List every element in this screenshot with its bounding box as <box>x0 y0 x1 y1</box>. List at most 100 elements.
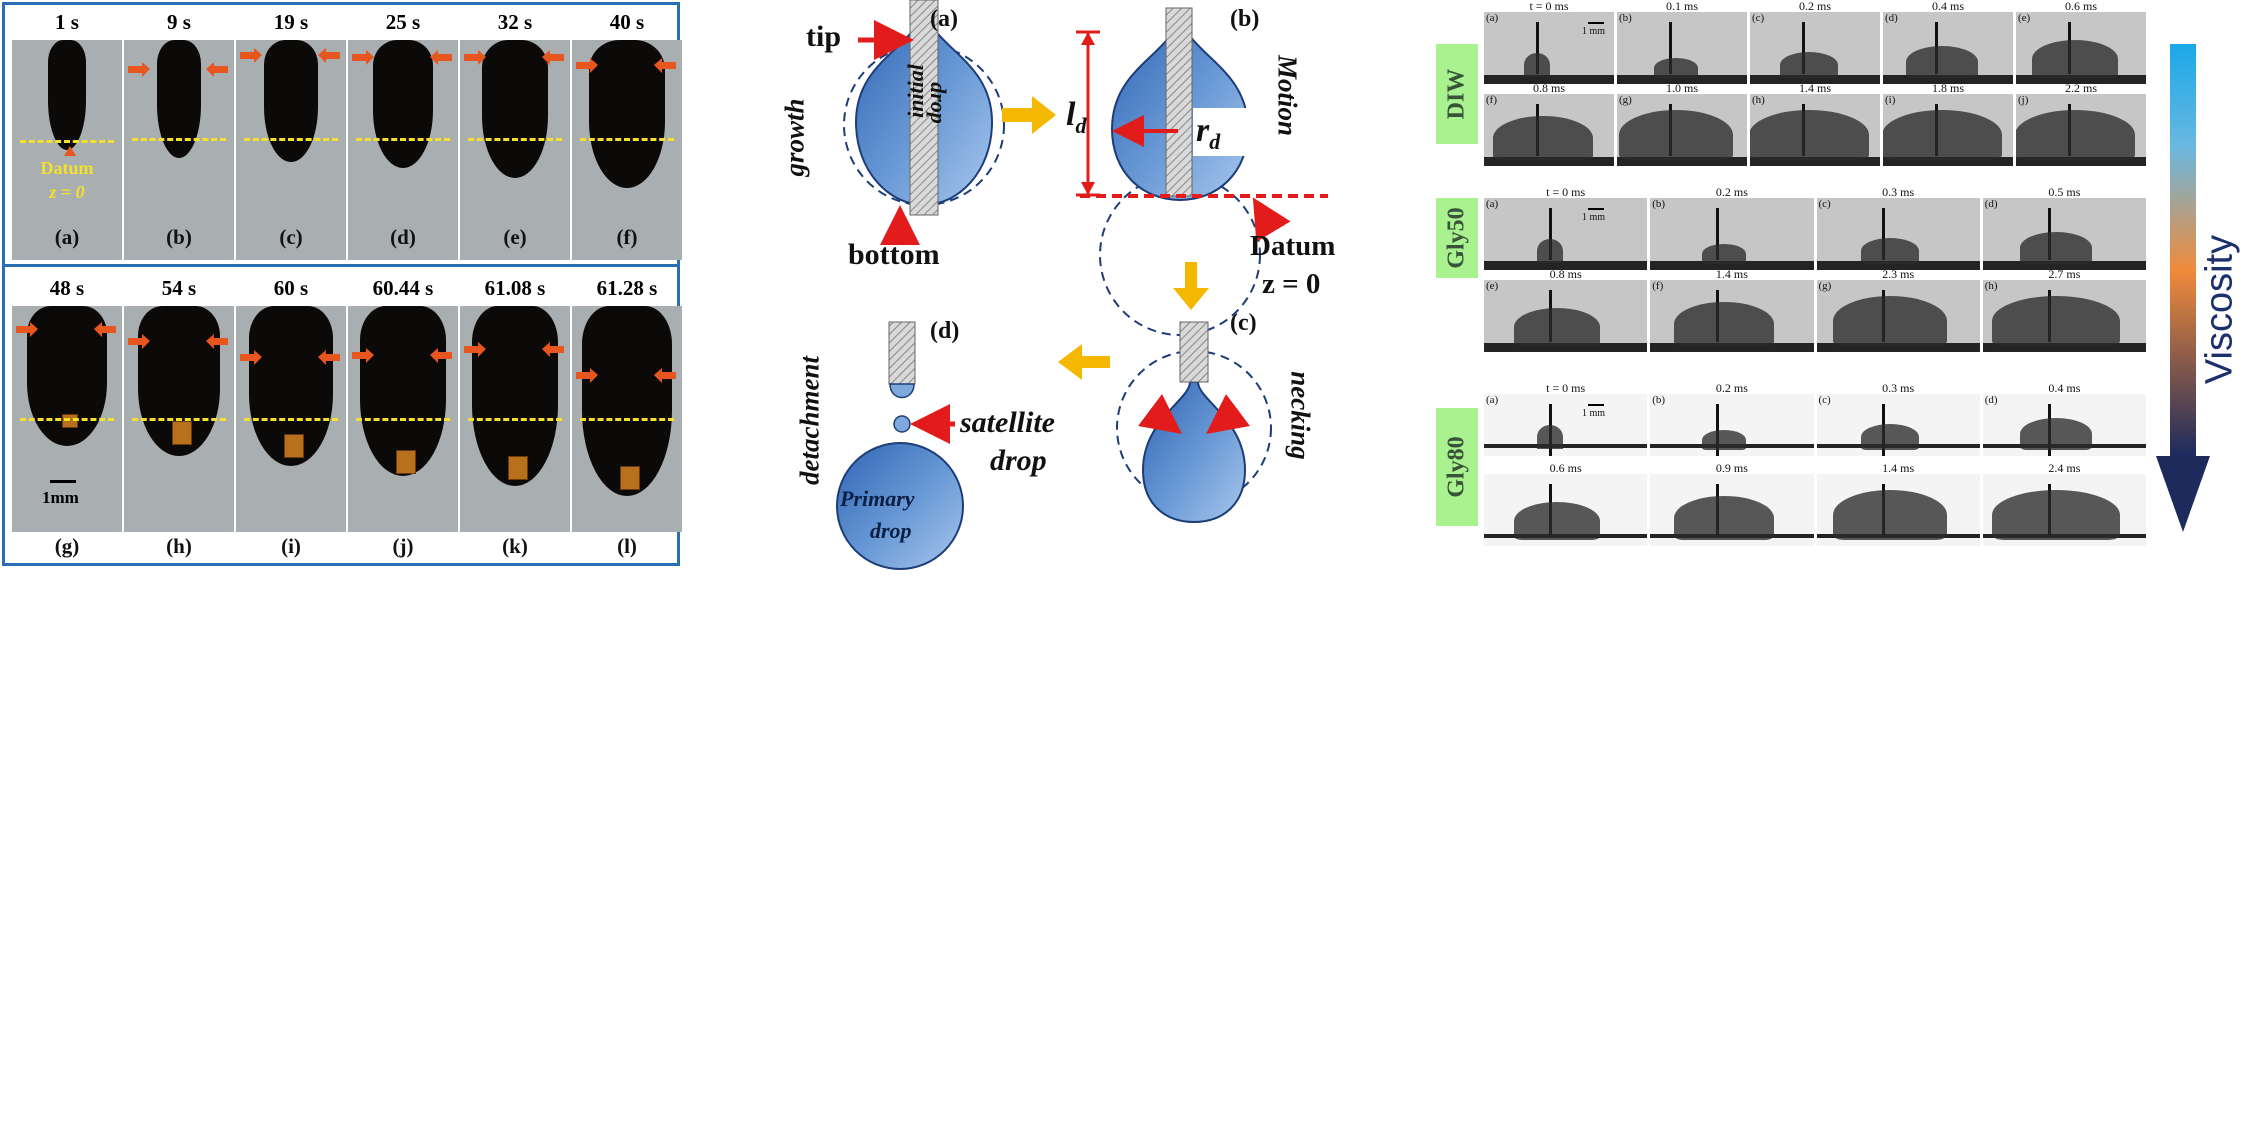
stage-a-growth <box>843 0 1005 245</box>
substrate <box>1484 444 1648 448</box>
viscosity-arrow <box>2156 44 2210 532</box>
scale-bar <box>1588 22 1604 24</box>
neck-marker-arrow <box>352 50 374 65</box>
frame-label: (j) <box>392 534 414 558</box>
frame-time: 19 s <box>273 10 309 34</box>
fluid-name: DIW <box>1443 68 1470 120</box>
necking-drop <box>1141 381 1247 524</box>
substrate <box>2016 75 2146 84</box>
neck-arrow-right <box>1206 394 1250 434</box>
splash-cloud <box>1618 110 1733 160</box>
panel-a-label: (a) <box>930 6 958 32</box>
drop-silhouette <box>360 306 446 476</box>
datum-z-text: z = 0 <box>49 182 85 202</box>
impact-frame: (b) <box>1650 198 1814 270</box>
satellite-drop-label: drop <box>990 444 1047 477</box>
frame-image <box>124 40 234 260</box>
neck-marker-arrow <box>576 368 598 383</box>
neck-marker-arrow <box>240 350 262 365</box>
impact-time: 0.3 ms <box>1882 185 1915 199</box>
stage-d-detachment <box>836 321 964 570</box>
impact-frame-label: (j) <box>2018 94 2029 106</box>
growth-label: growth <box>779 98 810 177</box>
datum-line <box>244 138 338 141</box>
particle-cube <box>396 450 416 474</box>
impact-time: 2.4 ms <box>2048 461 2081 475</box>
neck-marker-arrow <box>654 58 676 73</box>
frame-image: Datum z = 0 <box>12 40 122 260</box>
neck-marker-arrow <box>128 334 150 349</box>
impact-frame: (a) <box>1484 198 1648 270</box>
needle <box>1669 22 1672 74</box>
impact-frame-label: (g) <box>1619 94 1632 106</box>
fluid-name: Gly50 <box>1443 207 1470 269</box>
splash-cloud <box>2031 40 2118 78</box>
splash-cloud <box>1673 302 1774 346</box>
substrate <box>1650 261 1814 270</box>
primary-label: Primary <box>840 486 915 511</box>
impact-time: 0.4 ms <box>2048 381 2081 395</box>
datum-line <box>132 418 226 421</box>
flow-arrow-left <box>1058 344 1110 380</box>
needle <box>1881 208 1885 260</box>
splash-cloud <box>2020 418 2093 450</box>
impact-frame-label: (b) <box>1652 394 1666 406</box>
impact-frame: (d) <box>1982 394 2146 456</box>
splash-cloud <box>1653 58 1698 78</box>
flow-arrow-right <box>1002 96 1056 134</box>
scale-bar-text: 1 mm <box>1582 26 1606 37</box>
frame-time: 61.08 s <box>484 276 546 300</box>
frame-label: (a) <box>54 225 80 249</box>
particle-cube <box>620 466 640 490</box>
needle <box>1549 208 1553 260</box>
substrate <box>1750 157 1880 166</box>
substrate <box>1617 75 1747 84</box>
neck-marker-arrow <box>542 342 564 357</box>
splash-cloud <box>1701 430 1746 450</box>
impact-frame-label: (a) <box>1486 198 1499 210</box>
neck-marker-arrow <box>430 348 452 363</box>
ld-symbol: ld <box>1066 96 1087 138</box>
panel-d-label: (d) <box>930 318 960 344</box>
frame-image <box>460 306 570 532</box>
neck-marker-arrow <box>16 322 38 337</box>
impact-frame: (d) <box>1982 198 2146 270</box>
substrate <box>1484 75 1614 84</box>
impact-frame: (i) <box>1883 94 2013 166</box>
neck-marker-arrow <box>318 350 340 365</box>
neck-marker-arrow <box>654 368 676 383</box>
substrate <box>2016 157 2146 166</box>
impact-drop <box>1537 239 1564 263</box>
impact-time: 1.4 ms <box>1882 461 1915 475</box>
needle <box>1536 22 1539 74</box>
frame-time: 54 s <box>161 276 197 300</box>
frame-time: 1 s <box>55 10 79 34</box>
neck-marker-arrow <box>94 322 116 337</box>
frame-image <box>124 306 234 532</box>
datum-pointer <box>64 146 76 156</box>
datum-line <box>468 418 562 421</box>
substrate <box>1650 343 1814 352</box>
impact-frame: (e) <box>1484 280 1648 352</box>
impact-frame <box>1982 474 2146 546</box>
impact-frame-label: (g) <box>1818 280 1832 292</box>
impact-frame-label: (f) <box>1652 280 1664 292</box>
impact-frame: (e) <box>2016 12 2146 84</box>
impact-time: t = 0 ms <box>1546 381 1586 395</box>
impact-time: 0.2 ms <box>1798 0 1831 13</box>
impact-frame: (c) <box>1816 394 1980 456</box>
panel-c-label: (c) <box>1230 310 1257 336</box>
neck-marker-arrow <box>464 50 486 65</box>
impact-frame-label: (c) <box>1818 198 1831 210</box>
stage-b-motion <box>1076 7 1328 336</box>
impact-frame: (a) <box>1484 12 1614 84</box>
impact-time: 2.3 ms <box>1882 267 1915 281</box>
frame-image: 1mm <box>12 306 122 532</box>
impact-frame: (a) <box>1484 394 1648 456</box>
neck-marker-arrow <box>576 58 598 73</box>
frame-label: (d) <box>390 225 416 249</box>
substrate <box>1883 157 2013 166</box>
substrate <box>1816 261 1980 270</box>
frame-label: (b) <box>166 225 192 249</box>
impact-frame-label: (d) <box>1984 198 1998 210</box>
